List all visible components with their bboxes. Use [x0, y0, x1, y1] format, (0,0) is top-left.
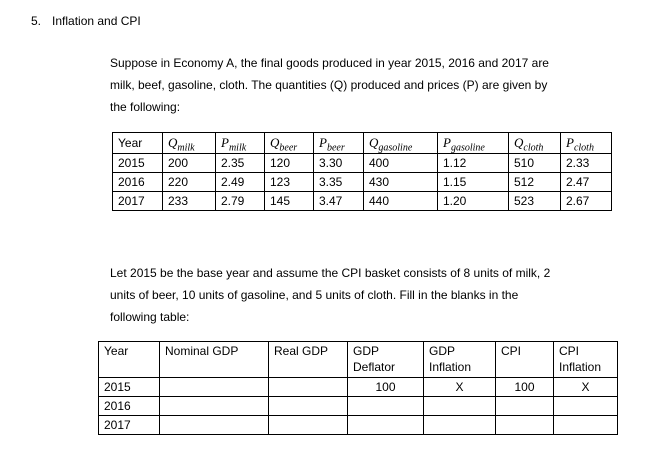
blank-cell: [423, 396, 496, 416]
column-header-real-gdp: Real GDP: [268, 341, 348, 378]
table-cell: 400: [363, 153, 438, 173]
blank-cell: [159, 415, 269, 435]
column-header-p-beer: Pbeer: [313, 132, 364, 154]
table-row: 2016: [98, 396, 618, 416]
blank-cell: [268, 377, 348, 397]
table-cell: 2.67: [560, 191, 612, 211]
blank-cell: [553, 396, 618, 416]
table-cell: 1.12: [437, 153, 509, 173]
cpi-paragraph: Let 2015 be the base year and assume the…: [110, 262, 625, 328]
table-row: 2016 220 2.49 123 3.35 430 1.15 512 2.47: [112, 172, 612, 192]
table-cell: 145: [264, 191, 314, 211]
blank-cell: [159, 377, 269, 397]
table-row: 2017: [98, 415, 618, 435]
table-cell: 100: [347, 377, 424, 397]
text-line: following table:: [110, 310, 190, 324]
table-cell: 120: [264, 153, 314, 173]
table-cell: 220: [162, 172, 216, 192]
table-cell: 1.20: [437, 191, 509, 211]
table-cell: 200: [162, 153, 216, 173]
year-cell: 2015: [112, 153, 163, 173]
table-row: 2015 200 2.35 120 3.30 400 1.12 510 2.33: [112, 153, 612, 173]
quantities-prices-table: Year Qmilk Pmilk Qbeer Pbeer Qgasoline P…: [112, 132, 612, 211]
section-number: 5.: [31, 14, 42, 28]
text-line: units of beer, 10 units of gasoline, and…: [110, 288, 519, 302]
blank-cell: [268, 396, 348, 416]
table-cell: X: [553, 377, 618, 397]
section-heading: 5. Inflation and CPI: [31, 14, 141, 28]
blank-cell: [423, 415, 496, 435]
text-line: Suppose in Economy A, the final goods pr…: [110, 56, 549, 70]
year-cell: 2017: [98, 415, 160, 435]
column-header-cpi: CPI: [495, 341, 554, 378]
column-header-gdp-inflation: GDP Inflation: [423, 341, 496, 378]
column-header-q-cloth: Qcloth: [508, 132, 561, 154]
text-line: the following:: [110, 100, 181, 114]
table-cell: 440: [363, 191, 438, 211]
intro-paragraph: Suppose in Economy A, the final goods pr…: [110, 52, 625, 118]
table-cell: 3.30: [313, 153, 364, 173]
blank-cell: [553, 415, 618, 435]
table-cell: X: [423, 377, 496, 397]
table-cell: 430: [363, 172, 438, 192]
blank-cell: [495, 415, 554, 435]
table-row: 2015 100 X 100 X: [98, 377, 618, 397]
table-cell: 512: [508, 172, 561, 192]
blank-cell: [159, 396, 269, 416]
column-header-year: Year: [98, 341, 160, 378]
table-cell: 123: [264, 172, 314, 192]
table-cell: 1.15: [437, 172, 509, 192]
table-cell: 510: [508, 153, 561, 173]
table-cell: 2.79: [215, 191, 265, 211]
text-line: Let 2015 be the base year and assume the…: [110, 266, 551, 280]
column-header-q-beer: Qbeer: [264, 132, 314, 154]
year-cell: 2015: [98, 377, 160, 397]
column-header-q-gasoline: Qgasoline: [363, 132, 438, 154]
column-header-p-cloth: Pcloth: [560, 132, 612, 154]
year-cell: 2016: [98, 396, 160, 416]
column-header-p-gasoline: Pgasoline: [437, 132, 509, 154]
column-header-q-milk: Qmilk: [162, 132, 216, 154]
column-header-nominal-gdp: Nominal GDP: [159, 341, 269, 378]
column-header-p-milk: Pmilk: [215, 132, 265, 154]
blank-cell: [268, 415, 348, 435]
table-cell: 233: [162, 191, 216, 211]
column-header-cpi-inflation: CPI Inflation: [553, 341, 618, 378]
table-header-row: Year Nominal GDP Real GDP GDP Deflator G…: [98, 341, 618, 378]
column-header-gdp-deflator: GDP Deflator: [347, 341, 424, 378]
column-header-year: Year: [112, 132, 163, 154]
table-cell: 2.33: [560, 153, 612, 173]
table-header-row: Year Qmilk Pmilk Qbeer Pbeer Qgasoline P…: [112, 132, 612, 154]
table-cell: 2.47: [560, 172, 612, 192]
text-line: milk, beef, gasoline, cloth. The quantit…: [110, 78, 548, 92]
table-cell: 100: [495, 377, 554, 397]
blank-cell: [347, 396, 424, 416]
section-title: Inflation and CPI: [52, 14, 141, 28]
table-cell: 3.35: [313, 172, 364, 192]
table-cell: 2.49: [215, 172, 265, 192]
table-cell: 2.35: [215, 153, 265, 173]
year-cell: 2017: [112, 191, 163, 211]
fill-in-blanks-table: Year Nominal GDP Real GDP GDP Deflator G…: [98, 341, 618, 435]
blank-cell: [347, 415, 424, 435]
blank-cell: [495, 396, 554, 416]
table-cell: 3.47: [313, 191, 364, 211]
table-cell: 523: [508, 191, 561, 211]
year-cell: 2016: [112, 172, 163, 192]
table-row: 2017 233 2.79 145 3.47 440 1.20 523 2.67: [112, 191, 612, 211]
